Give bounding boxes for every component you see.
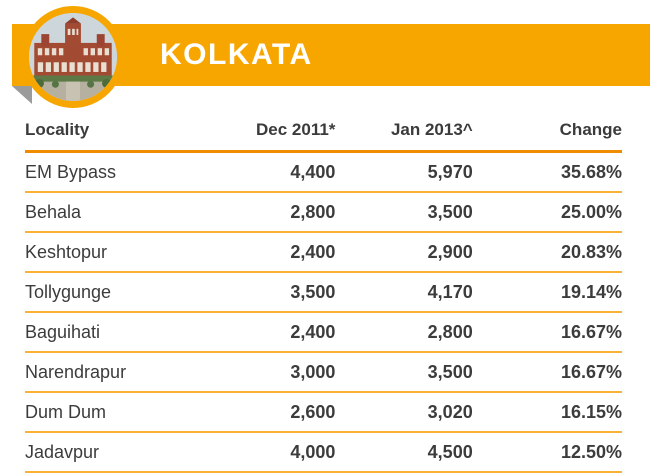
city-photo-badge [22,6,124,108]
jan-2013-cell: 4,500 [335,432,473,473]
locality-cell: Behala [25,192,228,233]
locality-cell: Tollygunge [25,272,228,313]
column-header-change: Change [472,108,622,153]
dec-2011-cell: 3,000 [227,352,336,393]
jan-2013-cell: 3,500 [335,352,473,393]
dec-2011-cell: 2,400 [227,232,336,273]
dec-2011-cell: 3,500 [227,272,336,313]
column-header-locality: Locality [25,108,228,153]
column-header-dec-2011: Dec 2011* [227,108,336,153]
locality-cell: Jadavpur [25,432,228,473]
change-cell: 16.67% [472,312,622,353]
change-cell: 20.83% [472,232,622,273]
change-cell: 16.67% [472,352,622,393]
change-cell: 16.15% [472,392,622,433]
jan-2013-cell: 5,970 [335,151,473,193]
dec-2011-cell: 4,000 [227,432,336,473]
change-cell: 12.50% [472,432,622,473]
dec-2011-cell: 2,600 [227,392,336,433]
locality-cell: EM Bypass [25,151,228,193]
table-row: Dum Dum 2,600 3,020 16.15% [25,392,622,433]
heritage-building-photo [29,13,117,101]
jan-2013-cell: 2,900 [335,232,473,273]
table-row: Tollygunge 3,500 4,170 19.14% [25,272,622,313]
jan-2013-cell: 3,020 [335,392,473,433]
change-cell: 25.00% [472,192,622,233]
change-cell: 19.14% [472,272,622,313]
rates-table: Locality Dec 2011* Jan 2013^ Change EM B… [25,108,622,473]
column-header-jan-2013: Jan 2013^ [335,108,473,153]
dec-2011-cell: 4,400 [227,151,336,193]
dec-2011-cell: 2,800 [227,192,336,233]
locality-cell: Dum Dum [25,392,228,433]
table-header: Locality Dec 2011* Jan 2013^ Change [25,108,622,153]
jan-2013-cell: 2,800 [335,312,473,353]
header-row: Locality Dec 2011* Jan 2013^ Change [25,108,622,153]
table-body: EM Bypass 4,400 5,970 35.68% Behala 2,800 3,50… [25,151,622,473]
table-row: Jadavpur 4,000 4,500 12.50% [25,432,622,473]
locality-cell: Baguihati [25,312,228,353]
table-row: Narendrapur 3,000 3,500 16.67% [25,352,622,393]
table-row: EM Bypass 4,400 5,970 35.68% [25,151,622,193]
table-row: Baguihati 2,400 2,800 16.67% [25,312,622,353]
locality-cell: Keshtopur [25,232,228,273]
change-cell: 35.68% [472,151,622,193]
rates-table-wrap: Locality Dec 2011* Jan 2013^ Change EM B… [25,108,622,474]
banner-fold-decoration [12,86,32,104]
table-row: Keshtopur 2,400 2,900 20.83% [25,232,622,273]
jan-2013-cell: 4,170 [335,272,473,313]
jan-2013-cell: 3,500 [335,192,473,233]
dec-2011-cell: 2,400 [227,312,336,353]
table-row: Behala 2,800 3,500 25.00% [25,192,622,233]
page-title: KOLKATA [160,38,313,71]
locality-cell: Narendrapur [25,352,228,393]
